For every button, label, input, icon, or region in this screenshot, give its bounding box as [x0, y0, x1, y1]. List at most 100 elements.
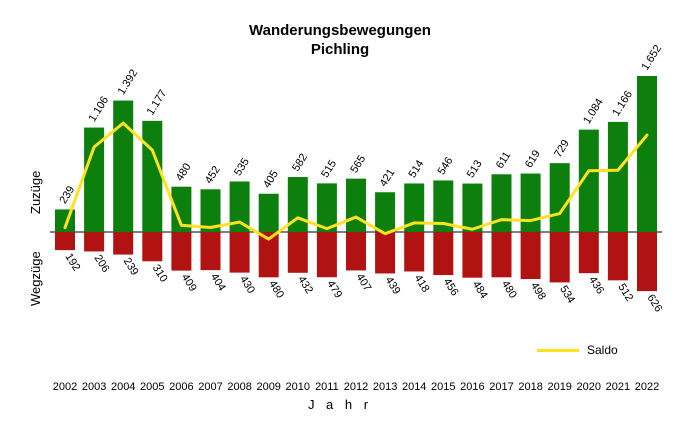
- bar-zuzuege-2008: [229, 181, 250, 232]
- data-label-zuzuege-2017: 611: [494, 150, 513, 171]
- x-tick-label-2020: 2020: [577, 381, 601, 393]
- data-label-wegzuege-2010: 432: [295, 274, 315, 296]
- data-label-zuzuege-2012: 565: [348, 153, 368, 175]
- data-label-wegzuege-2021: 512: [615, 282, 635, 304]
- bar-zuzuege-2022: [637, 76, 657, 232]
- bar-zuzuege-2011: [316, 183, 337, 232]
- data-label-zuzuege-2010: 582: [290, 152, 310, 174]
- x-tick-label-2003: 2003: [82, 381, 106, 393]
- bar-wegzuege-2009: [258, 232, 279, 278]
- bar-zuzuege-2017: [491, 174, 512, 232]
- x-tick-label-2014: 2014: [402, 381, 426, 393]
- x-tick-label-2018: 2018: [518, 381, 542, 393]
- bar-zuzuege-2013: [375, 192, 396, 232]
- saldo-line: [63, 121, 649, 241]
- data-label-wegzuege-2008: 430: [237, 274, 257, 296]
- bar-zuzuege-2007: [200, 189, 221, 232]
- data-label-wegzuege-2016: 484: [470, 279, 490, 301]
- y-axis-label-positive: Zuzüge: [28, 170, 43, 214]
- bar-wegzuege-2003: [84, 232, 105, 252]
- bar-wegzuege-2017: [491, 232, 512, 278]
- data-label-zuzuege-2003: 1.106: [86, 94, 111, 124]
- bar-wegzuege-2015: [433, 232, 454, 276]
- x-tick-label-2008: 2008: [227, 381, 251, 393]
- data-label-zuzuege-2008: 535: [232, 156, 252, 178]
- bar-wegzuege-2013: [375, 232, 396, 274]
- x-tick-label-2012: 2012: [344, 381, 368, 393]
- bar-zuzuege-2005: [142, 120, 163, 232]
- data-label-wegzuege-2022: 626: [644, 292, 664, 314]
- legend: Saldo: [537, 343, 618, 357]
- data-label-wegzuege-2012: 407: [353, 272, 373, 294]
- data-label-wegzuege-2015: 456: [441, 276, 461, 298]
- bar-wegzuege-2011: [316, 232, 337, 278]
- bar-wegzuege-2020: [578, 232, 599, 274]
- chart-title: Wanderungsbewegungen: [249, 22, 431, 39]
- chart-subtitle: Pichling: [310, 41, 370, 58]
- data-label-wegzuege-2004: 239: [121, 256, 141, 278]
- data-label-zuzuege-2020: 1.084: [581, 97, 606, 127]
- bar-wegzuege-2006: [171, 232, 192, 271]
- data-label-wegzuege-2009: 480: [266, 279, 286, 301]
- bar-wegzuege-2010: [287, 232, 308, 273]
- x-tick-label-2016: 2016: [460, 381, 484, 393]
- bar-wegzuege-2014: [404, 232, 425, 272]
- y-axis-label-negative: Wegzüge: [28, 251, 43, 306]
- x-tick-label-2022: 2022: [635, 381, 659, 393]
- bar-zuzuege-2006: [171, 186, 192, 232]
- bar-wegzuege-2018: [520, 232, 541, 280]
- bar-wegzuege-2004: [113, 232, 134, 255]
- data-label-zuzuege-2004: 1.392: [116, 67, 141, 97]
- x-tick-label-2021: 2021: [606, 381, 630, 393]
- bar-zuzuege-2018: [520, 173, 541, 232]
- data-label-zuzuege-2006: 480: [174, 161, 194, 183]
- x-tick-label-2011: 2011: [315, 381, 339, 393]
- data-label-zuzuege-2005: 1.177: [145, 88, 170, 118]
- data-label-wegzuege-2014: 418: [412, 273, 432, 295]
- data-label-zuzuege-2014: 514: [407, 158, 427, 180]
- data-label-zuzuege-2013: 421: [377, 167, 397, 189]
- x-tick-label-2005: 2005: [140, 381, 164, 393]
- x-tick-label-2015: 2015: [431, 381, 455, 393]
- data-label-zuzuege-2007: 452: [203, 164, 223, 186]
- bar-wegzuege-2007: [200, 232, 221, 271]
- data-label-zuzuege-2018: 619: [523, 148, 543, 170]
- data-label-zuzuege-2015: 546: [436, 155, 456, 177]
- bar-wegzuege-2021: [607, 232, 628, 281]
- legend-saldo-swatch: [537, 348, 579, 352]
- data-label-wegzuege-2006: 409: [179, 272, 199, 294]
- data-label-wegzuege-2020: 436: [586, 274, 606, 296]
- data-label-zuzuege-2011: 515: [319, 158, 339, 180]
- bar-wegzuege-2022: [637, 232, 657, 292]
- x-tick-label-2010: 2010: [286, 381, 310, 393]
- data-label-zuzuege-2009: 405: [261, 168, 281, 190]
- legend-saldo-label: Saldo: [587, 343, 618, 357]
- x-tick-label-2006: 2006: [169, 381, 193, 393]
- data-label-wegzuege-2019: 534: [557, 284, 577, 306]
- x-tick-label-2004: 2004: [111, 381, 135, 393]
- x-tick-label-2009: 2009: [256, 381, 280, 393]
- x-tick-label-2002: 2002: [53, 381, 77, 393]
- data-label-wegzuege-2013: 439: [383, 275, 403, 297]
- data-label-wegzuege-2017: 480: [499, 279, 519, 301]
- bar-wegzuege-2008: [229, 232, 250, 273]
- data-label-zuzuege-2016: 513: [465, 158, 485, 180]
- data-label-wegzuege-2002: 192: [62, 251, 82, 273]
- x-tick-label-2017: 2017: [489, 381, 513, 393]
- x-tick-label-2007: 2007: [198, 381, 222, 393]
- bar-wegzuege-2002: [55, 232, 75, 251]
- bar-zuzuege-2012: [346, 178, 366, 232]
- bar-wegzuege-2019: [549, 232, 570, 283]
- data-label-zuzuege-2021: 1.166: [610, 89, 635, 119]
- bar-zuzuege-2009: [258, 193, 279, 232]
- x-axis-label: J a h r: [307, 397, 373, 412]
- x-tick-label-2013: 2013: [373, 381, 397, 393]
- bar-zuzuege-2019: [549, 163, 570, 232]
- data-label-wegzuege-2007: 404: [208, 271, 228, 293]
- bar-wegzuege-2005: [142, 232, 163, 262]
- bar-zuzuege-2021: [607, 121, 628, 232]
- data-label-wegzuege-2003: 206: [92, 253, 112, 275]
- bar-zuzuege-2004: [113, 100, 134, 232]
- data-label-wegzuege-2005: 310: [150, 263, 170, 285]
- bar-zuzuege-2020: [578, 129, 599, 232]
